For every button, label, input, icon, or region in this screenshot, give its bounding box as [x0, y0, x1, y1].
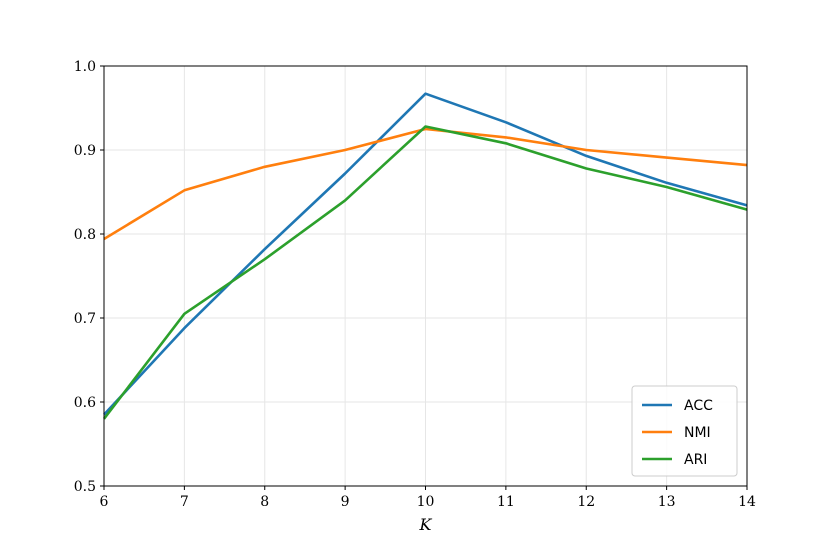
y-tick-label: 0.8 — [74, 227, 96, 243]
x-tick-label: 8 — [260, 494, 269, 510]
ticks: 6 7 8 9 10 11 12 13 14 0.5 0.6 0.7 0.8 0.9 1.0 — [74, 59, 756, 510]
y-tick-label: 0.7 — [74, 311, 96, 327]
x-axis-label: K — [419, 515, 433, 534]
legend: ACC NMI ARI — [631, 385, 738, 477]
series-line-ari — [102, 125, 748, 420]
y-tick-label: 0.5 — [74, 479, 96, 495]
x-tick-label: 14 — [738, 494, 756, 510]
legend-label-ari: ARI — [684, 452, 707, 468]
y-tick-label: 0.6 — [74, 395, 96, 411]
legend-box — [631, 385, 738, 477]
x-tick-label: 12 — [577, 494, 595, 510]
x-tick-label: 9 — [341, 494, 350, 510]
y-tick-label: 1.0 — [74, 59, 96, 75]
x-tick-label: 10 — [417, 494, 435, 510]
series-line-acc — [103, 92, 748, 416]
legend-label-acc: ACC — [684, 398, 713, 414]
x-tick-label: 13 — [658, 494, 676, 510]
x-tick-label: 11 — [497, 494, 515, 510]
legend-label-nmi: NMI — [684, 425, 711, 441]
x-tick-label: 6 — [100, 494, 109, 510]
y-tick-label: 0.9 — [74, 143, 96, 159]
series-lines — [102, 92, 748, 420]
series-line-nmi — [103, 127, 748, 241]
grid — [103, 65, 748, 487]
x-tick-label: 7 — [180, 494, 189, 510]
